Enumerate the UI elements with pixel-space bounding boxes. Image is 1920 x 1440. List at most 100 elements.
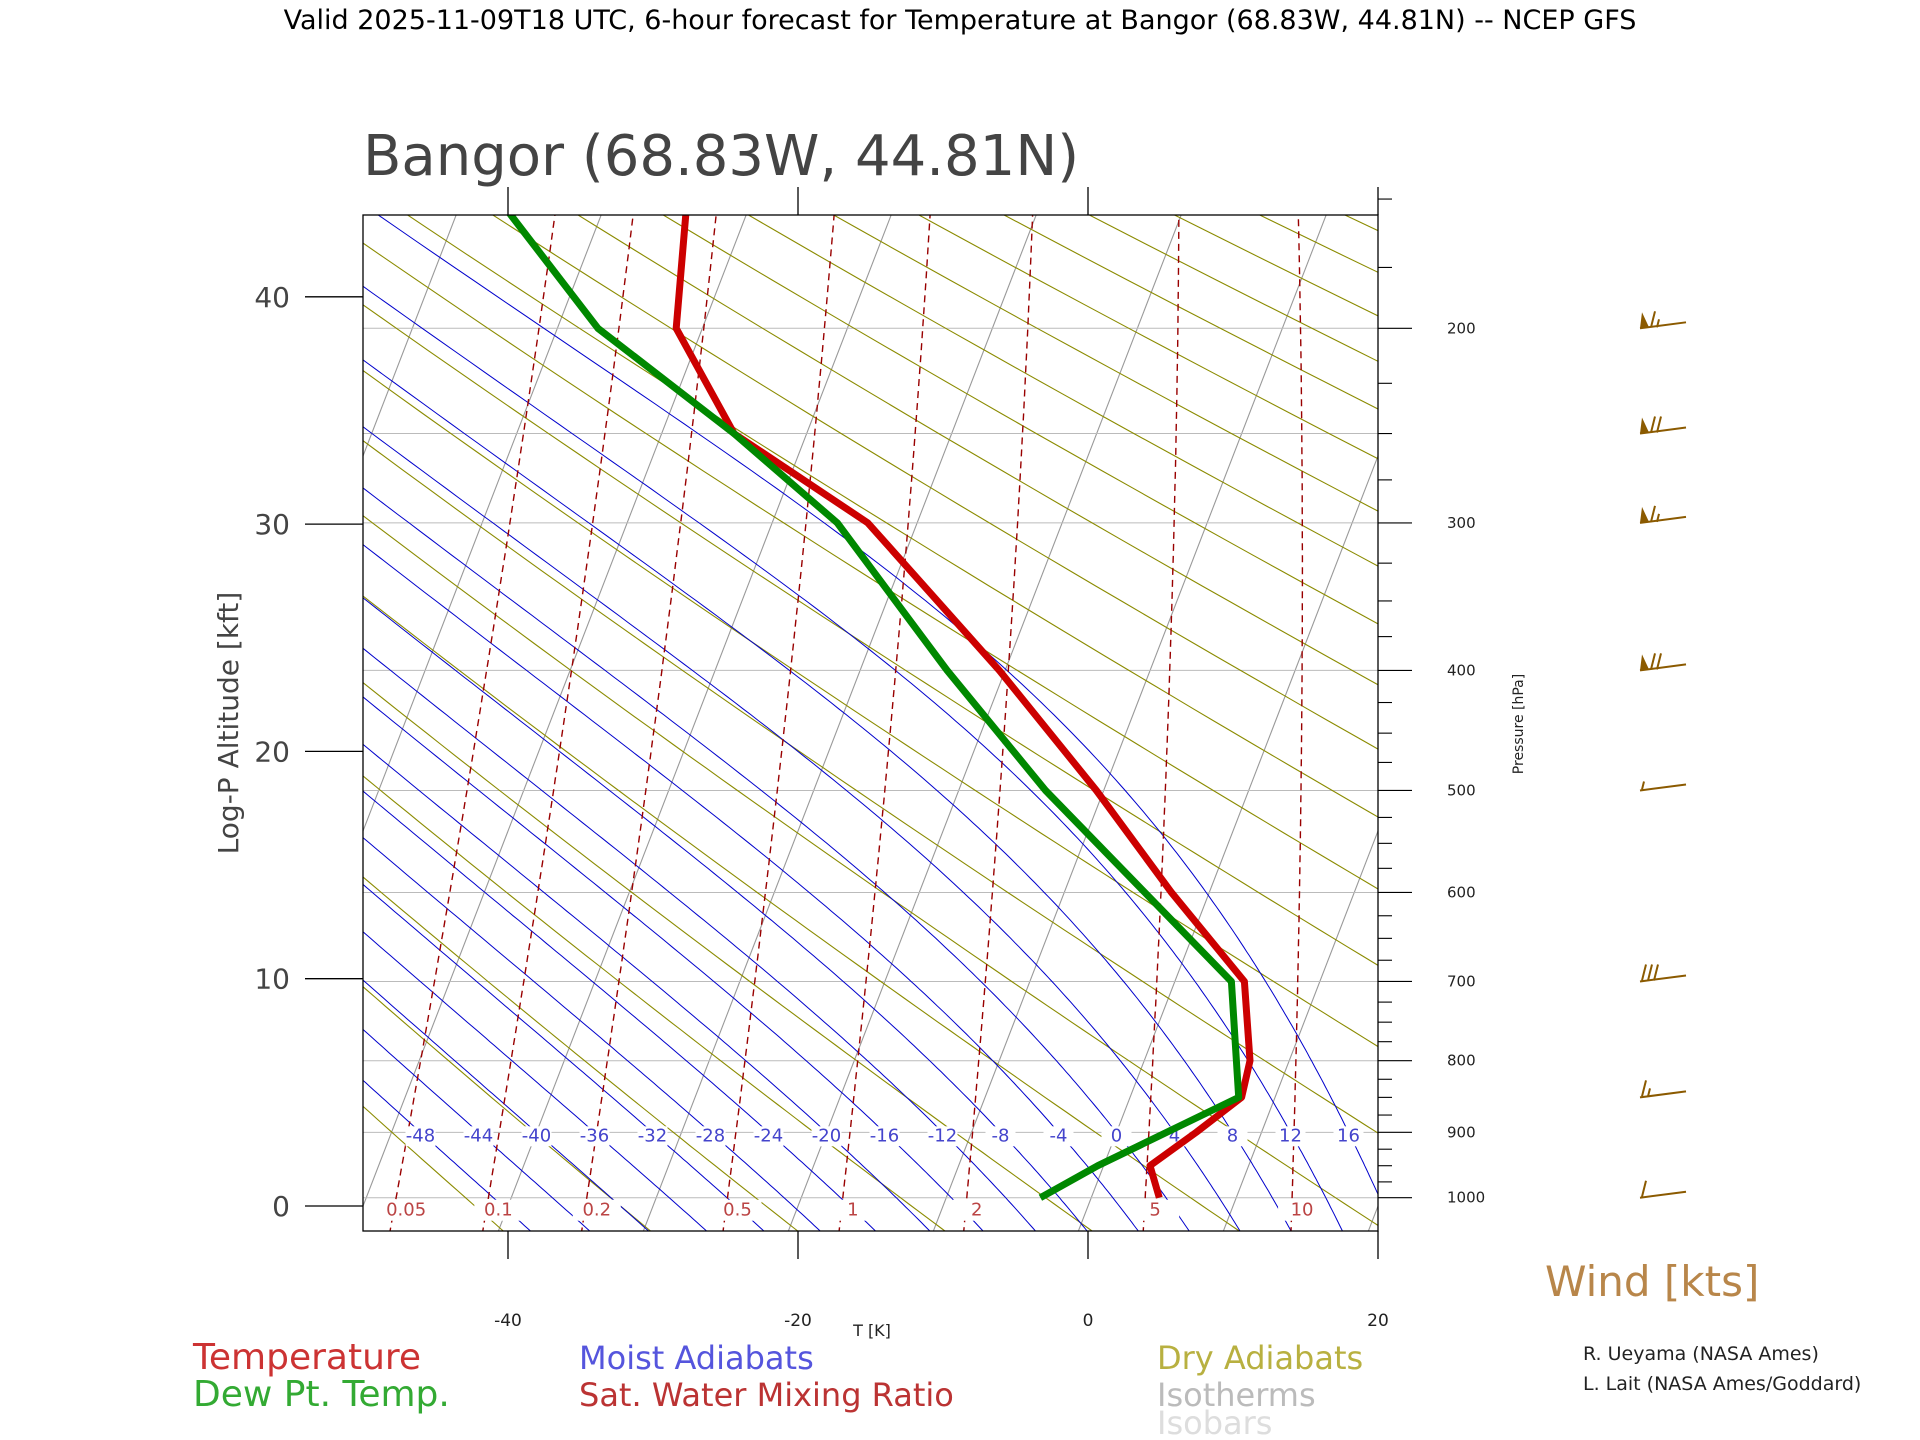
y-tick-label: 10 [254,963,290,996]
moist-label-bg [811,1126,842,1147]
y-axis-label: Log-P Altitude [kft] [212,592,245,855]
moist-adiabat-label: -12 [928,1125,957,1146]
isotherm-line [497,215,892,1231]
dry-adiabat-line [1662,169,1920,1258]
mixing-label-bg [1131,1199,1180,1221]
isotherm-line [1648,169,1920,1258]
moist-adiabat-line [363,836,821,1231]
mixing-ratio-label: 2 [971,1200,982,1221]
mixing-label-bg [572,1199,621,1221]
moist-label-bg [753,1126,784,1147]
series-layer [506,215,1254,1201]
moist-adiabat-line [363,979,650,1231]
dry-adiabat-line [0,169,236,1258]
dry-adiabat-line [832,215,1378,512]
mixing-label-bg [1278,1199,1327,1221]
pressure-tick-label: 500 [1447,781,1476,799]
moist-label-bg [579,1126,610,1147]
moist-label-bg [695,1126,726,1147]
isotherm-line [1367,1204,1378,1231]
moist-adiabat-line [363,696,984,1231]
moist-adiabat-line [377,215,1378,1196]
moist-adiabat-line [363,544,1139,1231]
legend: Temperature Dew Pt. Temp. Moist Adiabats… [192,1337,1363,1440]
dry-adiabat-line [363,1105,505,1231]
moist-adiabat-label: -44 [464,1125,493,1146]
mixing-ratio-label: 0.05 [386,1200,426,1221]
mixing-ratio-label: 0.5 [723,1200,752,1221]
dry-adiabat-line [1343,215,1378,232]
moist-adiabat-label: 8 [1227,1125,1238,1146]
credit-line-2: L. Lait (NASA Ames/Goddard) [1583,1373,1861,1395]
moist-adiabat-line [363,285,1344,1231]
moist-label-bg [521,1126,552,1147]
legend-dry-adiabats: Dry Adiabats [1157,1339,1363,1377]
isotherm-lines [0,169,1920,1258]
dry-adiabat-line [1173,215,1378,317]
mixing-ratio-label: 10 [1291,1200,1314,1221]
mixing-ratio-line [1142,215,1180,1231]
mixing-label-bg [952,1199,1001,1221]
mixing-ratio-line [1290,215,1304,1231]
isotherm-line [363,215,602,833]
dry-adiabat-line [1580,169,1920,1258]
moist-label-bg [927,1126,958,1147]
dry-adiabat-line [0,169,385,1258]
isotherm-line [0,169,39,1258]
wind-barb [1639,1180,1687,1199]
dry-adiabat-line [577,215,1378,686]
moist-label-bg [1043,1126,1074,1147]
mixing-label-bg [828,1199,877,1221]
mixing-ratio-lines [389,215,1304,1231]
x-tick-label: 20 [1367,1311,1389,1331]
dry-adiabat-line [363,515,1378,1227]
moist-adiabat-line [363,359,1292,1231]
moist-adiabat-label: -4 [1050,1125,1068,1146]
mixing-ratio-label: 5 [1149,1200,1160,1221]
mixing-label-bg [713,1199,762,1221]
dry-adiabat-line [363,775,946,1231]
isobar-lines [363,327,1378,1199]
mixing-ratio-line [482,215,634,1231]
moist-adiabat-label: -48 [406,1125,435,1146]
pressure-tick-label: 400 [1447,661,1476,679]
moist-adiabat-label: 4 [1169,1125,1180,1146]
pressure-tick-label: 1000 [1447,1189,1485,1207]
dry-adiabat-line [363,986,652,1231]
x-axis-label: T [K] [852,1321,891,1340]
moist-adiabat-line [363,647,1037,1231]
dry-adiabat-line [406,215,1378,818]
legend-isotherms: Isotherms [1157,1376,1316,1414]
grid-labels: -48 -44 -40 -36 -32 -28 -24 -20 -16 -12 -8 -4 0 4 8 12 1… [382,1125,1364,1221]
moist-label-bg [1275,1126,1306,1147]
dry-adiabat-line [1332,169,1920,1258]
x-tick-label: -40 [494,1311,522,1331]
moist-adiabat-line [363,1079,532,1231]
wind-barb [1639,416,1687,435]
chart-title: Bangor (68.83W, 44.81N) [363,124,1079,189]
moist-adiabat-label: 12 [1279,1125,1302,1146]
mixing-ratio-line [963,215,1034,1231]
x-tick-label: -20 [784,1311,812,1331]
moist-adiabat-line [363,883,765,1231]
moist-adiabat-line [363,426,1241,1231]
legend-mixing-ratio: Sat. Water Mixing Ratio [579,1376,954,1414]
isotherm-line [0,169,184,1258]
mixing-ratio-label: 1 [847,1200,858,1221]
isotherm-line [932,215,1327,1231]
pressure-axis-label: Pressure [hPa] [1511,674,1527,774]
x-tick-label: 0 [1083,1311,1094,1331]
legend-dewpoint: Dew Pt. Temp. [193,1374,450,1415]
dry-adiabat-line [363,681,1094,1231]
isotherm-line [0,169,329,1258]
moist-adiabat-label: 0 [1111,1125,1122,1146]
wind-barb [1639,311,1687,330]
moist-label-bg [985,1126,1016,1147]
legend-moist-adiabats: Moist Adiabats [579,1339,814,1377]
pressure-tick-label: 800 [1447,1052,1476,1070]
moist-label-bg [463,1126,494,1147]
moist-adiabat-line [363,1028,591,1231]
isotherm-line [1503,169,1920,1258]
moist-label-bg [405,1126,436,1147]
